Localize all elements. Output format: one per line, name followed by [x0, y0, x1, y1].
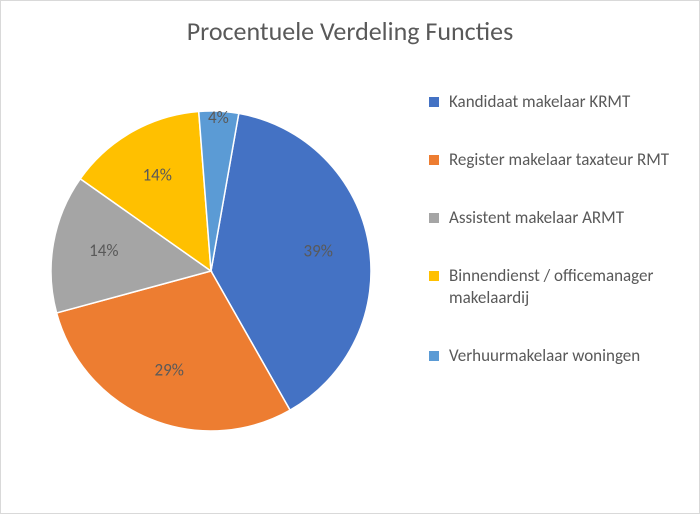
- legend-label: Kandidaat makelaar KRMT: [449, 91, 630, 113]
- legend-swatch: [429, 351, 439, 361]
- legend-item: Verhuurmakelaar woningen: [429, 345, 679, 367]
- legend-label: Binnendienst / officemanager makelaardij: [449, 265, 679, 309]
- legend-item: Kandidaat makelaar KRMT: [429, 91, 679, 113]
- slice-label: 14%: [143, 164, 172, 185]
- slice-label: 29%: [154, 360, 183, 381]
- legend-swatch: [429, 155, 439, 165]
- slice-label: 4%: [208, 107, 229, 128]
- pie-chart: 39% 29% 14% 14% 4%: [21, 71, 401, 491]
- chart-frame: Procentuele Verdeling Functies 39% 29% 14%…: [0, 0, 700, 514]
- legend-item: Binnendienst / officemanager makelaardij: [429, 265, 679, 309]
- legend-swatch: [429, 271, 439, 281]
- legend: Kandidaat makelaar KRMT Register makelaar…: [429, 91, 679, 404]
- pie-svg: 39% 29% 14% 14% 4%: [21, 71, 401, 491]
- chart-title: Procentuele Verdeling Functies: [1, 1, 699, 47]
- slice-label: 39%: [304, 241, 333, 262]
- legend-swatch: [429, 213, 439, 223]
- legend-item: Register makelaar taxateur RMT: [429, 149, 679, 171]
- legend-item: Assistent makelaar ARMT: [429, 207, 679, 229]
- legend-label: Verhuurmakelaar woningen: [449, 345, 640, 367]
- legend-label: Assistent makelaar ARMT: [449, 207, 624, 229]
- legend-label: Register makelaar taxateur RMT: [449, 149, 669, 171]
- legend-swatch: [429, 97, 439, 107]
- slice-label: 14%: [89, 240, 118, 261]
